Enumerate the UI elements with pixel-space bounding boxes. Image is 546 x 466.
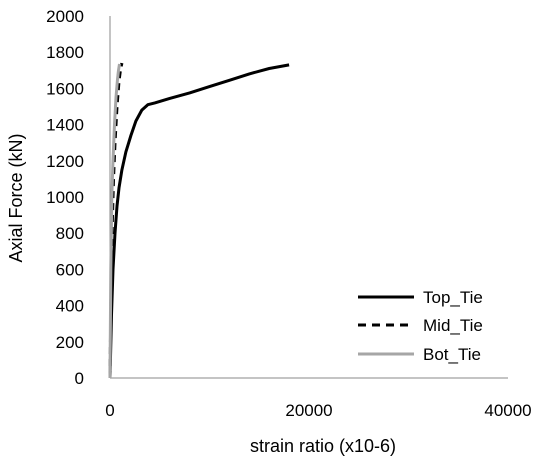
y-tick-label: 1600 [46, 79, 84, 98]
y-tick-label: 200 [56, 333, 84, 352]
x-axis-label: strain ratio (x10-6) [250, 436, 396, 456]
legend-label: Top_Tie [423, 288, 483, 307]
y-tick-label: 400 [56, 297, 84, 316]
y-tick-label: 1400 [46, 116, 84, 135]
y-tick-labels: 0 200 400 600 800 1000 1200 1400 1600 1800 2000 [46, 7, 84, 388]
y-tick-label: 800 [56, 224, 84, 243]
x-tick-labels: 0 20000 40000 [105, 401, 531, 420]
y-tick-label: 0 [75, 369, 84, 388]
series-layer [108, 62, 290, 379]
x-tick-label: 20000 [285, 401, 332, 420]
y-tick-label: 600 [56, 260, 84, 279]
series-line-top-tie [108, 63, 290, 379]
y-tick-label: 1200 [46, 152, 84, 171]
series-line-bot-tie [108, 63, 121, 379]
y-axis-label: Axial Force (kN) [6, 133, 26, 262]
x-tick-label: 0 [105, 401, 114, 420]
y-tick-label: 1000 [46, 188, 84, 207]
legend-label: Bot_Tie [423, 345, 481, 364]
legend-label: Mid_Tie [423, 316, 483, 335]
legend: Top_Tie Mid_Tie Bot_Tie [358, 288, 483, 364]
y-tick-label: 1800 [46, 43, 84, 62]
y-tick-label: 2000 [46, 7, 84, 26]
x-tick-label: 40000 [484, 401, 531, 420]
